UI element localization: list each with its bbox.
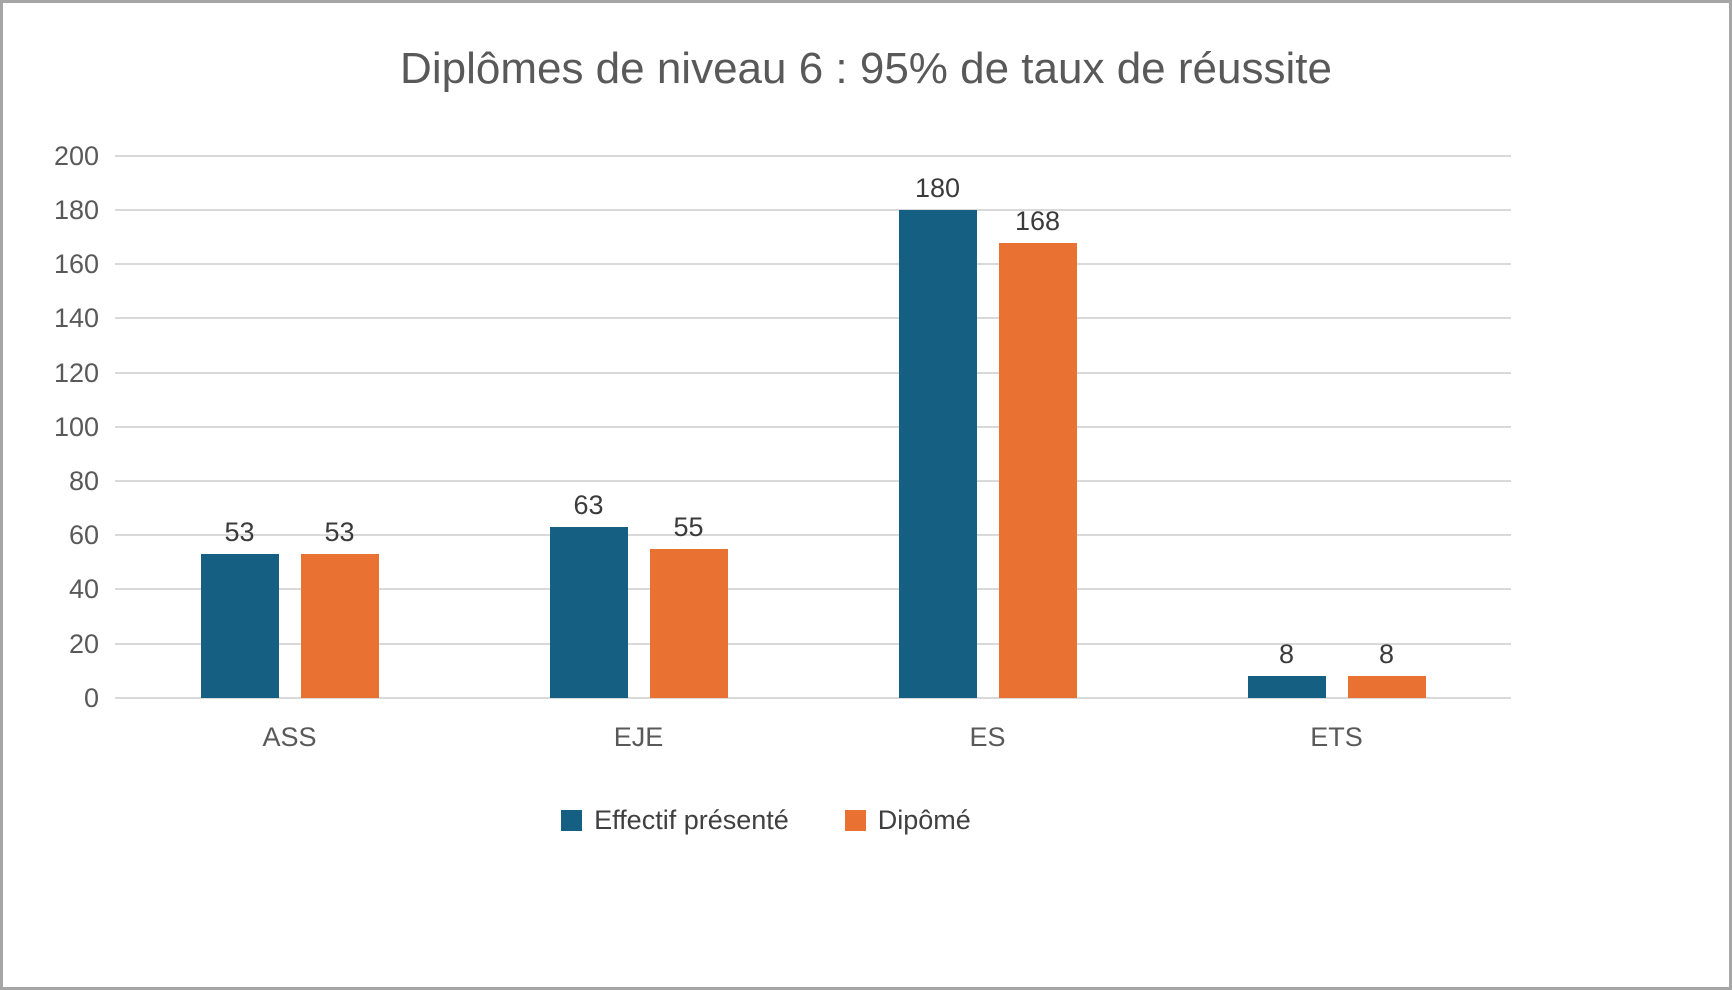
y-tick-label: 200 bbox=[53, 140, 99, 171]
x-axis-label-ets: ETS bbox=[1310, 721, 1363, 752]
data-label: 180 bbox=[914, 173, 961, 203]
y-tick-label: 80 bbox=[68, 465, 99, 496]
bar-effectif-présenté-es bbox=[898, 210, 977, 698]
data-label: 63 bbox=[573, 490, 604, 521]
bar-dipômé-eje bbox=[649, 548, 728, 698]
x-axis: ASS EJE ES ETS bbox=[115, 722, 1511, 753]
plot-area: 53 53 63 55 180 168 8 8 bbox=[115, 154, 1511, 699]
bar-dipômé-ets bbox=[1347, 676, 1426, 698]
y-axis: 0 20 40 60 80 100 120 140 160 180 200 bbox=[21, 141, 99, 713]
bar-wrap: 53 bbox=[300, 517, 379, 698]
legend-item-effectif-présenté: Effectif présenté bbox=[561, 805, 789, 836]
data-label: 8 bbox=[1278, 639, 1295, 670]
data-label: 8 bbox=[1378, 639, 1395, 670]
chart-title: Diplômes de niveau 6 : 95% de taux de ré… bbox=[400, 44, 1332, 93]
bar-group-ass: 53 53 bbox=[115, 156, 464, 698]
data-label: 53 bbox=[324, 517, 355, 548]
x-axis-label-eje: EJE bbox=[613, 721, 664, 752]
bar-effectif-présenté-ass bbox=[200, 554, 279, 698]
y-tick-label: 120 bbox=[53, 357, 99, 388]
chart-body: 0 20 40 60 80 100 120 140 160 180 200 53 53 63 55 180 1… bbox=[21, 141, 1511, 713]
bar-wrap: 63 bbox=[549, 490, 628, 698]
y-tick-label: 180 bbox=[53, 194, 99, 225]
y-tick-label: 0 bbox=[83, 682, 99, 713]
legend-item-dipômé: Dipômé bbox=[844, 804, 971, 836]
bar-wrap: 180 bbox=[898, 173, 977, 698]
bar-wrap: 8 bbox=[1247, 639, 1326, 698]
legend: Effectif présenté Dipômé bbox=[21, 805, 1511, 836]
legend-swatch-icon bbox=[561, 809, 583, 831]
y-tick-label: 160 bbox=[53, 249, 99, 280]
data-label: 53 bbox=[224, 517, 255, 548]
legend-label: Dipômé bbox=[877, 804, 971, 835]
bar-wrap: 168 bbox=[998, 205, 1077, 698]
y-tick-label: 140 bbox=[53, 303, 99, 334]
bar-dipômé-es bbox=[998, 242, 1077, 698]
y-tick-label: 100 bbox=[53, 411, 99, 442]
bar-dipômé-ass bbox=[300, 554, 379, 698]
bar-group-eje: 63 55 bbox=[464, 156, 813, 698]
bar-wrap: 55 bbox=[649, 511, 728, 698]
legend-swatch-icon bbox=[844, 809, 866, 831]
bar-wrap: 53 bbox=[200, 517, 279, 698]
x-axis-label-es: ES bbox=[969, 721, 1006, 752]
y-tick-label: 40 bbox=[68, 574, 99, 605]
x-axis-label-ass: ASS bbox=[262, 721, 317, 752]
bar-group-es: 180 168 bbox=[813, 156, 1162, 698]
legend-label: Effectif présenté bbox=[594, 804, 789, 835]
y-tick-label: 20 bbox=[68, 628, 99, 659]
data-label: 55 bbox=[673, 511, 704, 542]
bar-effectif-présenté-ets bbox=[1247, 676, 1326, 698]
y-tick-label: 60 bbox=[68, 520, 99, 551]
bar-effectif-présenté-eje bbox=[549, 527, 628, 698]
bar-wrap: 8 bbox=[1347, 639, 1426, 698]
data-label: 168 bbox=[1014, 205, 1061, 236]
